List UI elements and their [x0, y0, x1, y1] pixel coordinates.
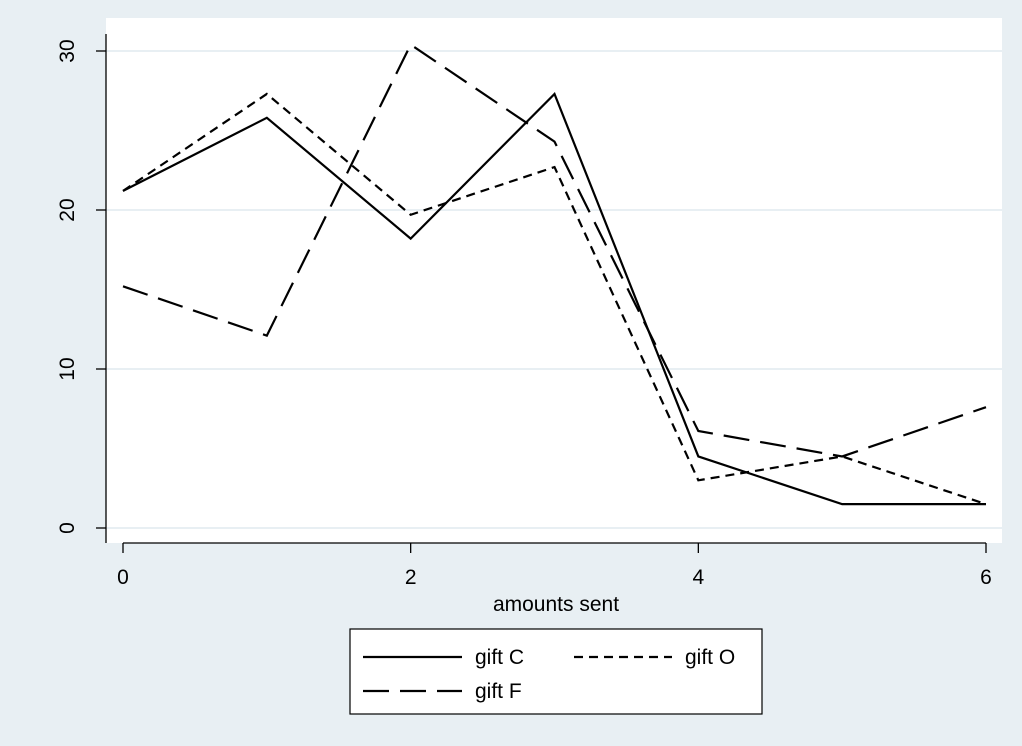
legend: gift C gift O gift F: [349, 628, 763, 715]
y-tick-label: 10: [56, 357, 79, 380]
x-axis-title: amounts sent: [493, 593, 619, 616]
y-tick-label: 30: [56, 39, 79, 62]
grid-lines: [106, 50, 1002, 529]
legend-label-gift-o: gift O: [685, 646, 735, 669]
x-tick-label: 6: [980, 566, 992, 589]
plot-area: [106, 18, 1002, 543]
legend-label-gift-f: gift F: [475, 680, 522, 703]
series-line-gift-c: [122, 91, 986, 506]
axes: 0 10 20 30 0 2 4 6: [56, 34, 992, 589]
series-line-gift-f: [122, 43, 987, 458]
series-lines: [122, 43, 987, 506]
y-tick-label: 20: [56, 198, 79, 221]
legend-box: [349, 628, 763, 715]
x-tick-label: 4: [692, 566, 704, 589]
y-tick-label: 0: [56, 522, 79, 534]
x-tick-label: 0: [117, 566, 129, 589]
legend-label-gift-c: gift C: [475, 646, 524, 669]
x-tick-label: 2: [405, 566, 417, 589]
series-line-gift-o: [122, 92, 987, 506]
